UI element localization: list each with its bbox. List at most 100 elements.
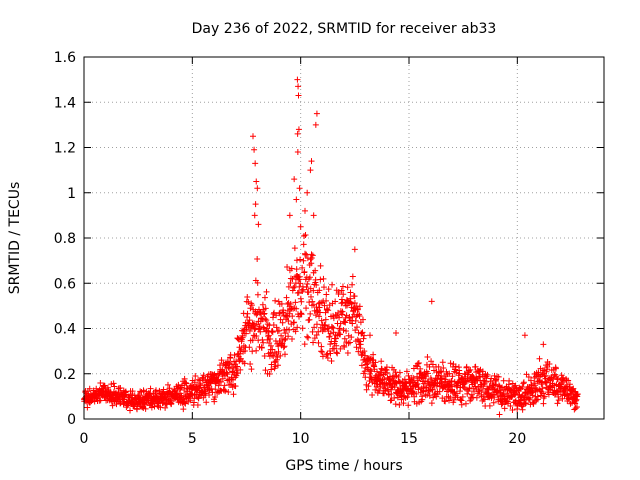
data-point [341, 344, 348, 351]
data-point [298, 310, 305, 317]
data-point [250, 332, 257, 339]
data-point [522, 400, 529, 407]
data-point [181, 400, 188, 407]
data-point [459, 393, 466, 400]
data-point [263, 288, 270, 295]
data-point [348, 300, 355, 307]
axis-ticks: 0 0.2 0.4 0.6 0.8 1 1.2 1.4 1.6 0 5 10 15 20 [54, 50, 604, 447]
data-point [302, 232, 309, 239]
data-point [428, 400, 435, 407]
data-point [232, 383, 239, 390]
data-point [296, 185, 303, 192]
data-point [419, 396, 426, 403]
data-point [571, 388, 578, 395]
data-point [519, 406, 526, 413]
data-point [382, 387, 389, 394]
data-point [322, 322, 329, 329]
data-point [352, 327, 359, 334]
data-point [127, 407, 134, 414]
data-point [329, 281, 336, 288]
data-point [292, 328, 299, 335]
data-point [453, 369, 460, 376]
y-tick-label: 0.8 [54, 231, 76, 247]
data-point [225, 388, 232, 395]
data-point [391, 394, 398, 401]
data-point [560, 374, 567, 381]
data-point [294, 149, 301, 156]
data-point [479, 387, 486, 394]
data-point [97, 380, 104, 387]
data-point [248, 302, 255, 309]
data-point [260, 324, 267, 331]
data-point [146, 391, 153, 398]
data-point [113, 401, 120, 408]
data-point [283, 312, 290, 319]
data-point [258, 344, 265, 351]
data-point [414, 380, 421, 387]
data-point [405, 402, 412, 409]
data-points [81, 76, 581, 418]
data-point [370, 351, 377, 358]
data-point [339, 308, 346, 315]
data-point [262, 315, 269, 322]
data-point [447, 360, 454, 367]
data-point [341, 335, 348, 342]
data-point [209, 389, 216, 396]
data-point [376, 387, 383, 394]
data-point [288, 265, 295, 272]
data-point [273, 312, 280, 319]
data-point [246, 328, 253, 335]
data-point [203, 399, 210, 406]
data-point [354, 324, 360, 331]
data-point [543, 368, 550, 375]
data-point [426, 363, 433, 370]
data-point [340, 291, 347, 298]
data-point [355, 348, 362, 355]
data-point [220, 387, 227, 394]
data-point [253, 178, 260, 185]
data-point [357, 341, 364, 348]
data-point [315, 339, 322, 346]
data-point [339, 283, 346, 290]
data-point [428, 358, 435, 365]
data-point [462, 400, 469, 407]
data-point [400, 400, 407, 407]
data-point [234, 363, 241, 370]
data-point [293, 305, 300, 312]
data-point [351, 293, 358, 300]
data-point [166, 385, 173, 392]
data-point [241, 348, 248, 355]
data-point [438, 368, 445, 375]
data-point [226, 365, 233, 372]
data-point [393, 330, 399, 337]
data-point [269, 329, 276, 336]
data-point [246, 317, 253, 324]
data-point [263, 317, 270, 324]
data-point [231, 352, 238, 359]
data-point [222, 388, 229, 395]
data-point [300, 286, 307, 293]
data-point [398, 396, 405, 403]
data-point [278, 300, 285, 307]
data-point [182, 379, 189, 386]
data-point [291, 176, 298, 183]
data-point [313, 110, 320, 117]
data-point [552, 365, 559, 372]
data-point [195, 395, 202, 402]
data-point [388, 390, 395, 397]
data-point [358, 362, 365, 369]
data-point [565, 377, 572, 384]
data-point [337, 331, 344, 338]
data-point [257, 328, 264, 335]
data-point [293, 266, 300, 273]
data-point [247, 361, 254, 368]
data-point [250, 133, 256, 140]
data-point [298, 298, 305, 305]
data-point [424, 370, 431, 377]
data-point [396, 401, 403, 408]
data-point [84, 404, 91, 411]
data-point [353, 344, 360, 351]
data-point [378, 358, 385, 365]
data-point [520, 380, 527, 387]
data-point [277, 352, 284, 359]
